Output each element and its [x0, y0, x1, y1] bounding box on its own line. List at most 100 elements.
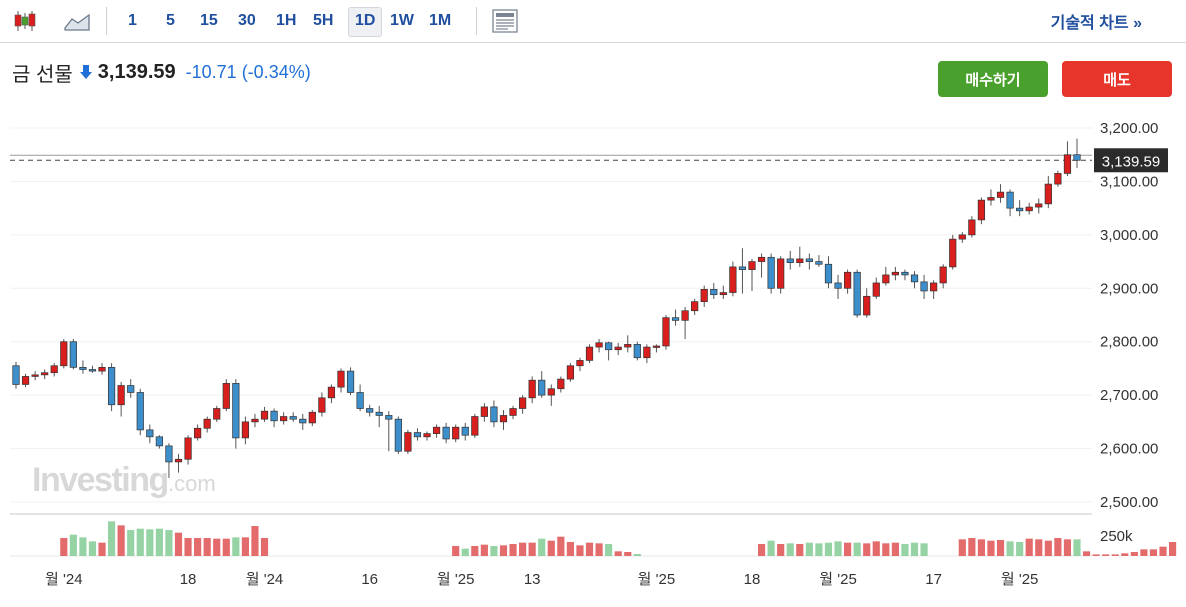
- indicator-panel-icon[interactable]: [490, 6, 520, 36]
- buy-button[interactable]: 매수하기: [938, 61, 1048, 97]
- volume-bar: [901, 544, 909, 556]
- candle-body: [748, 261, 756, 270]
- period-1w[interactable]: 1W: [390, 12, 414, 29]
- candle-body: [901, 271, 909, 276]
- price-tick-label: 3,200.00: [1100, 120, 1158, 137]
- volume-bar: [805, 542, 813, 556]
- candle-body: [691, 301, 699, 312]
- candle: [891, 266, 899, 281]
- candle-body: [738, 266, 747, 270]
- volume-bar: [786, 543, 794, 556]
- candle: [882, 266, 890, 286]
- candle-body: [194, 427, 202, 439]
- candle: [127, 379, 135, 398]
- period-1m[interactable]: 1M: [429, 12, 452, 29]
- candle: [241, 416, 250, 445]
- volume-bar: [872, 541, 880, 556]
- price-tick-label: 2,900.00: [1100, 280, 1158, 297]
- toolbar-divider: [106, 7, 107, 35]
- period-1h[interactable]: 1H: [276, 12, 297, 29]
- candle-body: [12, 365, 20, 385]
- volume-bar: [108, 521, 116, 556]
- candle: [633, 341, 641, 361]
- candle-body: [260, 410, 269, 420]
- volume-bar: [815, 543, 823, 556]
- candle-body: [681, 310, 689, 321]
- candle-body: [1073, 154, 1081, 161]
- period-30[interactable]: 30: [238, 12, 256, 29]
- candle: [394, 416, 402, 454]
- candle-body: [41, 372, 49, 376]
- candle-body: [499, 415, 508, 423]
- period-1[interactable]: 1: [128, 12, 137, 29]
- volume-bar: [88, 541, 97, 556]
- candle: [222, 379, 230, 412]
- volume-bar: [1006, 541, 1014, 556]
- period-5h[interactable]: 5H: [313, 12, 334, 29]
- time-tick-label: 월 '24: [45, 571, 83, 588]
- period-15[interactable]: 15: [200, 12, 218, 29]
- candle-body: [843, 271, 852, 289]
- volume-bar: [824, 542, 833, 556]
- technical-chart-link[interactable]: 기술적 차트 »: [1050, 15, 1142, 32]
- candle-body: [930, 282, 938, 292]
- area-chart-icon[interactable]: [62, 6, 92, 36]
- candlestick-icon[interactable]: [10, 6, 40, 36]
- candle-body: [882, 274, 890, 284]
- candle: [21, 373, 30, 388]
- volume-bar: [891, 542, 899, 556]
- candle-body: [834, 282, 842, 289]
- candle-body: [107, 367, 116, 406]
- candle-body: [958, 234, 966, 240]
- volume-bar: [519, 542, 527, 556]
- candle-body: [50, 365, 58, 374]
- candle-body: [213, 408, 221, 420]
- period-1d[interactable]: 1D: [348, 7, 383, 37]
- candle-body: [203, 418, 211, 429]
- candle: [452, 424, 460, 443]
- candle: [595, 339, 603, 353]
- candle: [509, 405, 517, 420]
- candle-body: [853, 271, 861, 316]
- candle-body: [710, 289, 718, 296]
- candle-body: [461, 426, 469, 436]
- candle-body: [270, 410, 278, 422]
- candle-body: [949, 238, 957, 268]
- candle-body: [241, 421, 250, 439]
- candle: [1035, 198, 1043, 214]
- volume-bar: [538, 538, 546, 556]
- candle-body: [88, 369, 97, 372]
- candle: [490, 400, 498, 428]
- volume-bar: [1073, 539, 1081, 556]
- candle: [1044, 176, 1052, 209]
- price-change: -10.71 (-0.34%): [186, 62, 311, 83]
- period-5[interactable]: 5: [166, 12, 175, 29]
- candle: [1063, 141, 1072, 177]
- volume-bar: [1121, 553, 1129, 556]
- candle: [318, 392, 326, 417]
- candle-body: [289, 416, 297, 420]
- candle: [605, 341, 613, 361]
- candle-body: [394, 418, 402, 452]
- candle: [69, 339, 77, 370]
- volume-bar: [844, 542, 852, 556]
- volume-bar: [1159, 546, 1167, 556]
- candle-body: [79, 367, 87, 370]
- volume-bar: [471, 546, 479, 556]
- candle-body: [624, 344, 632, 348]
- volume-bar: [853, 542, 861, 556]
- candle: [729, 261, 737, 297]
- candle-body: [375, 411, 383, 416]
- volume-bar: [1149, 549, 1158, 556]
- candle-body: [605, 342, 613, 351]
- candle-body: [815, 261, 823, 265]
- candle: [538, 371, 546, 398]
- candle-body: [633, 344, 641, 359]
- watermark-suffix: .com: [168, 471, 216, 496]
- candle: [366, 404, 374, 417]
- sell-button[interactable]: 매도: [1062, 61, 1172, 97]
- volume-bar: [1140, 549, 1148, 556]
- candle: [1006, 189, 1014, 217]
- candle-body: [891, 271, 899, 276]
